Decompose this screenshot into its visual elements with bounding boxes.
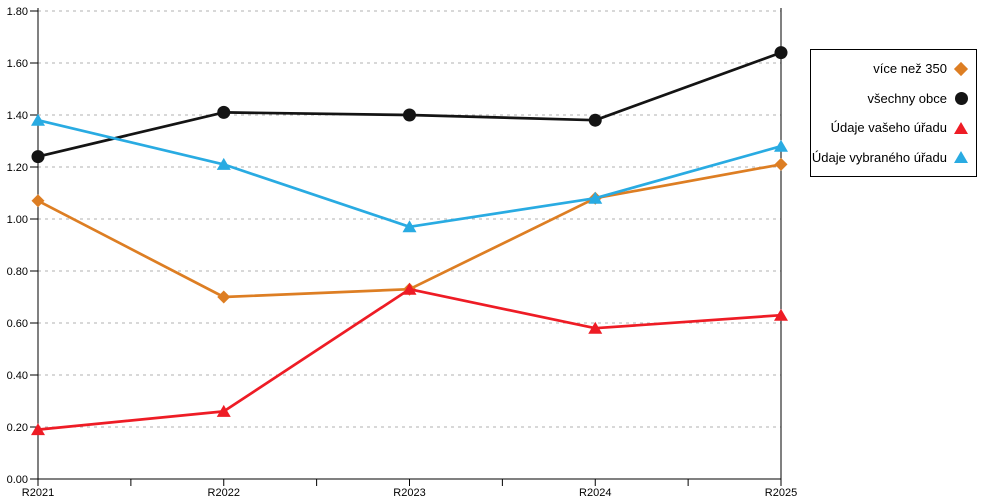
- data-point-circle: [403, 108, 416, 122]
- data-point-triangle: [402, 220, 417, 233]
- data-point-circle: [217, 105, 231, 119]
- legend-label: více než 350: [873, 61, 947, 77]
- data-point-diamond: [31, 194, 45, 208]
- legend-label: Údaje vašeho úřadu: [830, 120, 947, 136]
- triangle-marker-icon: [954, 150, 968, 164]
- x-tick-label: R2025: [765, 487, 797, 499]
- data-point-triangle: [216, 157, 231, 170]
- y-tick-label: 1.60: [7, 58, 28, 70]
- data-point-triangle: [588, 191, 603, 204]
- axes: [30, 8, 782, 486]
- data-point-triangle: [588, 321, 603, 334]
- y-tick-label: 0.40: [7, 370, 28, 382]
- y-tick-label: 0.00: [7, 474, 28, 486]
- series-line: [37, 51, 782, 158]
- series-udaje-vaseho-uradu: [31, 282, 788, 436]
- data-point-diamond: [774, 157, 788, 171]
- y-tick-label: 1.40: [7, 110, 28, 122]
- legend-item-1: všechny obce: [815, 85, 968, 111]
- data-point-triangle: [402, 282, 417, 295]
- diamond-marker-icon: [953, 61, 969, 76]
- y-tick-label: 1.20: [7, 162, 28, 174]
- data-point-triangle: [31, 423, 45, 436]
- legend: více než 350 všechny obce Údaje vašeho úřa…: [810, 49, 977, 177]
- x-tick-label: R2023: [393, 487, 425, 499]
- series-line: [37, 118, 782, 229]
- data-point-circle: [31, 150, 45, 164]
- legend-label: Údaje vybraného úřadu: [811, 149, 947, 165]
- y-tick-label: 1.80: [7, 6, 28, 18]
- y-tick-label: 1.00: [7, 214, 28, 226]
- legend-item-3: Údaje vybraného úřadu: [811, 144, 968, 170]
- series-udaje-vybraneho-uradu: [31, 113, 788, 233]
- x-tick-label: R2021: [22, 487, 54, 499]
- legend-label: všechny obce: [867, 90, 948, 106]
- data-point-triangle: [31, 113, 45, 126]
- data-point-triangle: [216, 404, 231, 417]
- axis-labels: 0.00 0.20 0.40 0.60 0.80 1.00 1.20 1.40 1.60 1.80…: [7, 6, 798, 499]
- series-vsechny-obce: [31, 46, 788, 164]
- triangle-marker-icon: [954, 121, 968, 135]
- circle-marker-icon: [954, 91, 968, 105]
- y-tick-label: 0.60: [7, 318, 28, 330]
- data-point-diamond: [217, 290, 231, 304]
- data-point-triangle: [774, 308, 788, 321]
- y-gridlines: [38, 10, 781, 428]
- data-point-circle: [774, 46, 788, 60]
- legend-item-2: Údaje vašeho úřadu: [815, 115, 968, 141]
- x-tick-label: R2024: [579, 487, 611, 499]
- series-line: [37, 287, 782, 431]
- y-tick-label: 0.20: [7, 422, 28, 434]
- legend-item-0: více než 350: [815, 56, 969, 82]
- data-point-circle: [588, 113, 602, 127]
- data-point-triangle: [774, 139, 788, 152]
- x-tick-label: R2022: [208, 487, 240, 499]
- y-tick-label: 0.80: [7, 266, 28, 278]
